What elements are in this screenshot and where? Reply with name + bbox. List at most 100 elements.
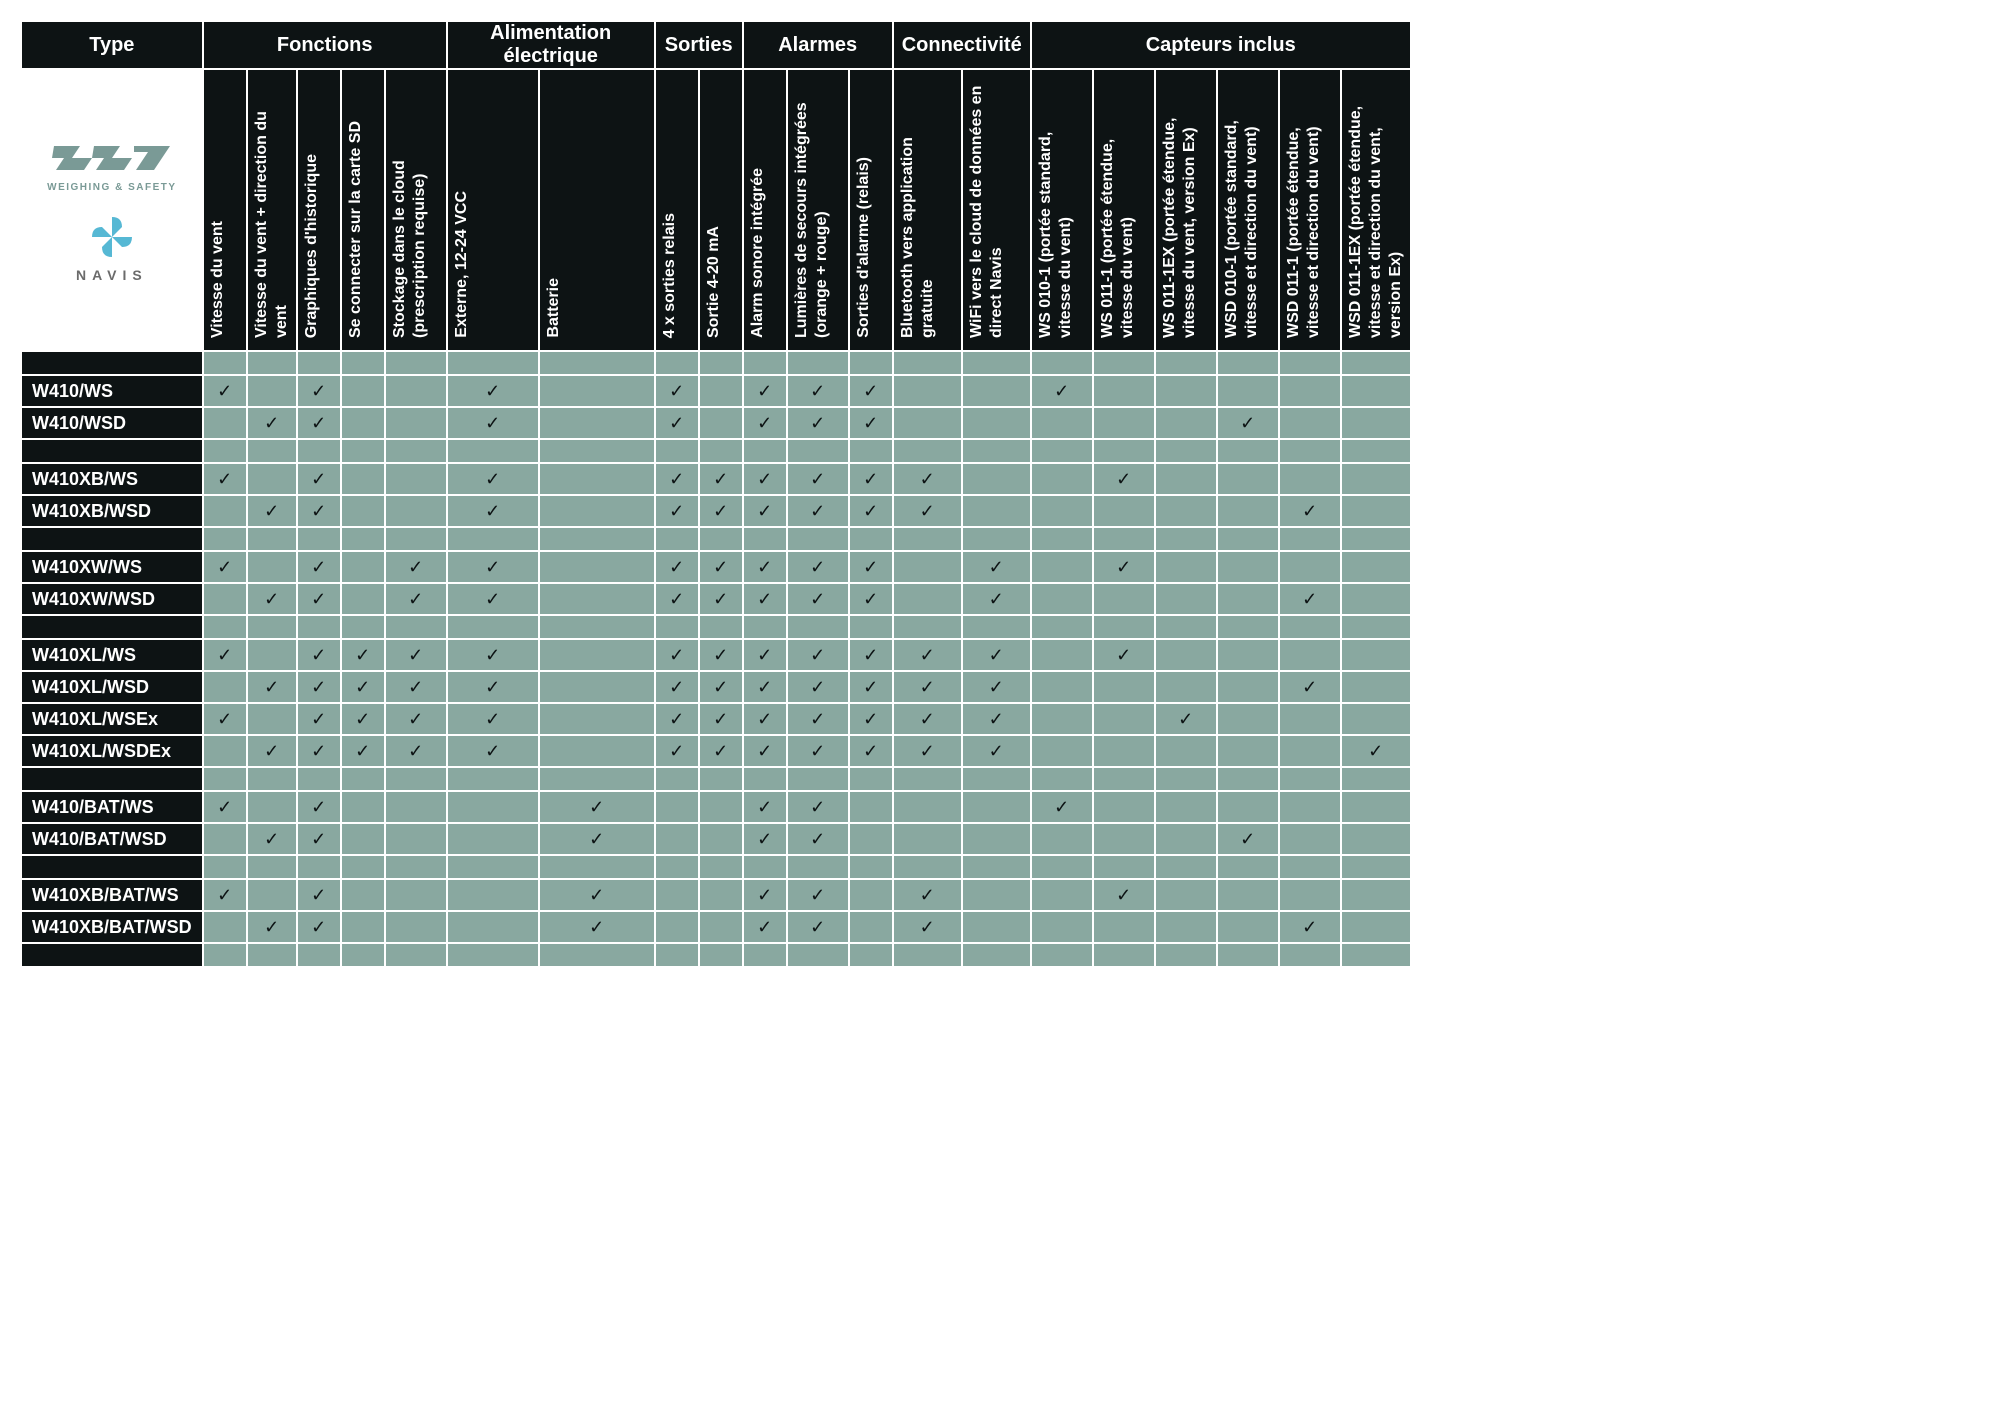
data-cell [850,528,892,550]
data-cell [1032,584,1092,614]
data-cell [894,880,961,910]
data-cell [1032,528,1092,550]
data-cell [1032,824,1092,854]
column-header-label: WS 011-1 (portée étendue, vitesse du ven… [1098,82,1150,338]
data-cell [700,736,742,766]
data-cell [1342,672,1410,702]
data-cell [963,824,1030,854]
data-cell [342,640,384,670]
column-header: 4 x sorties relais [656,70,698,350]
data-cell [342,616,384,638]
data-cell [1218,440,1278,462]
data-cell [1218,736,1278,766]
data-cell [963,736,1030,766]
data-cell [204,824,246,854]
data-cell [386,824,446,854]
data-cell [540,672,654,702]
data-cell [963,552,1030,582]
data-cell [850,616,892,638]
row-label [22,856,202,878]
data-cell [744,528,786,550]
data-cell [788,616,848,638]
data-cell [204,672,246,702]
data-cell [298,464,340,494]
data-cell [1156,440,1216,462]
data-cell [248,768,296,790]
data-cell [1280,616,1340,638]
data-cell [1032,736,1092,766]
data-cell [1094,352,1154,374]
group-header: Type [22,22,202,68]
group-header: Capteurs inclus [1032,22,1410,68]
data-cell [788,352,848,374]
data-cell [248,704,296,734]
data-cell [540,496,654,526]
data-cell [894,584,961,614]
data-cell [894,792,961,822]
data-cell [248,376,296,406]
data-cell [298,552,340,582]
data-cell [700,528,742,550]
data-cell [248,672,296,702]
data-cell [1280,824,1340,854]
data-cell [248,552,296,582]
data-cell [1280,944,1340,966]
data-cell [894,528,961,550]
table-row: W410/WSD [22,408,1410,438]
column-header-label: Vitesse du vent + direction du vent [252,82,292,338]
row-label: W410XL/WSEx [22,704,202,734]
data-cell [298,496,340,526]
data-cell [656,736,698,766]
data-cell [342,408,384,438]
data-cell [204,944,246,966]
data-cell [298,792,340,822]
data-cell [1280,528,1340,550]
data-cell [744,464,786,494]
data-cell [540,376,654,406]
data-cell [204,408,246,438]
data-cell [850,912,892,942]
data-cell [448,584,538,614]
data-cell [342,352,384,374]
data-cell [448,528,538,550]
data-cell [204,768,246,790]
data-cell [342,440,384,462]
data-cell [1280,376,1340,406]
group-header: Sorties [656,22,742,68]
data-cell [298,768,340,790]
rds-mark-icon [52,138,172,178]
data-cell [298,584,340,614]
data-cell [788,464,848,494]
data-cell [298,352,340,374]
data-cell [342,792,384,822]
data-cell [448,944,538,966]
navis-label: NAVIS [76,267,148,283]
data-cell [1032,912,1092,942]
data-cell [656,824,698,854]
data-cell [894,408,961,438]
data-cell [744,616,786,638]
data-cell [1156,584,1216,614]
data-cell [1032,792,1092,822]
data-cell [963,376,1030,406]
data-cell [1342,464,1410,494]
data-cell [342,912,384,942]
data-cell [656,856,698,878]
data-cell [298,440,340,462]
data-cell [850,880,892,910]
row-label: W410XB/BAT/WSD [22,912,202,942]
data-cell [386,768,446,790]
data-cell [386,880,446,910]
data-cell [1280,408,1340,438]
data-cell [1342,352,1410,374]
spacer-row [22,440,1410,462]
data-cell [342,496,384,526]
data-cell [386,408,446,438]
data-cell [1094,792,1154,822]
data-cell [1156,880,1216,910]
data-cell [540,704,654,734]
data-cell [1094,736,1154,766]
data-cell [700,944,742,966]
data-cell [1280,736,1340,766]
data-cell [1156,824,1216,854]
